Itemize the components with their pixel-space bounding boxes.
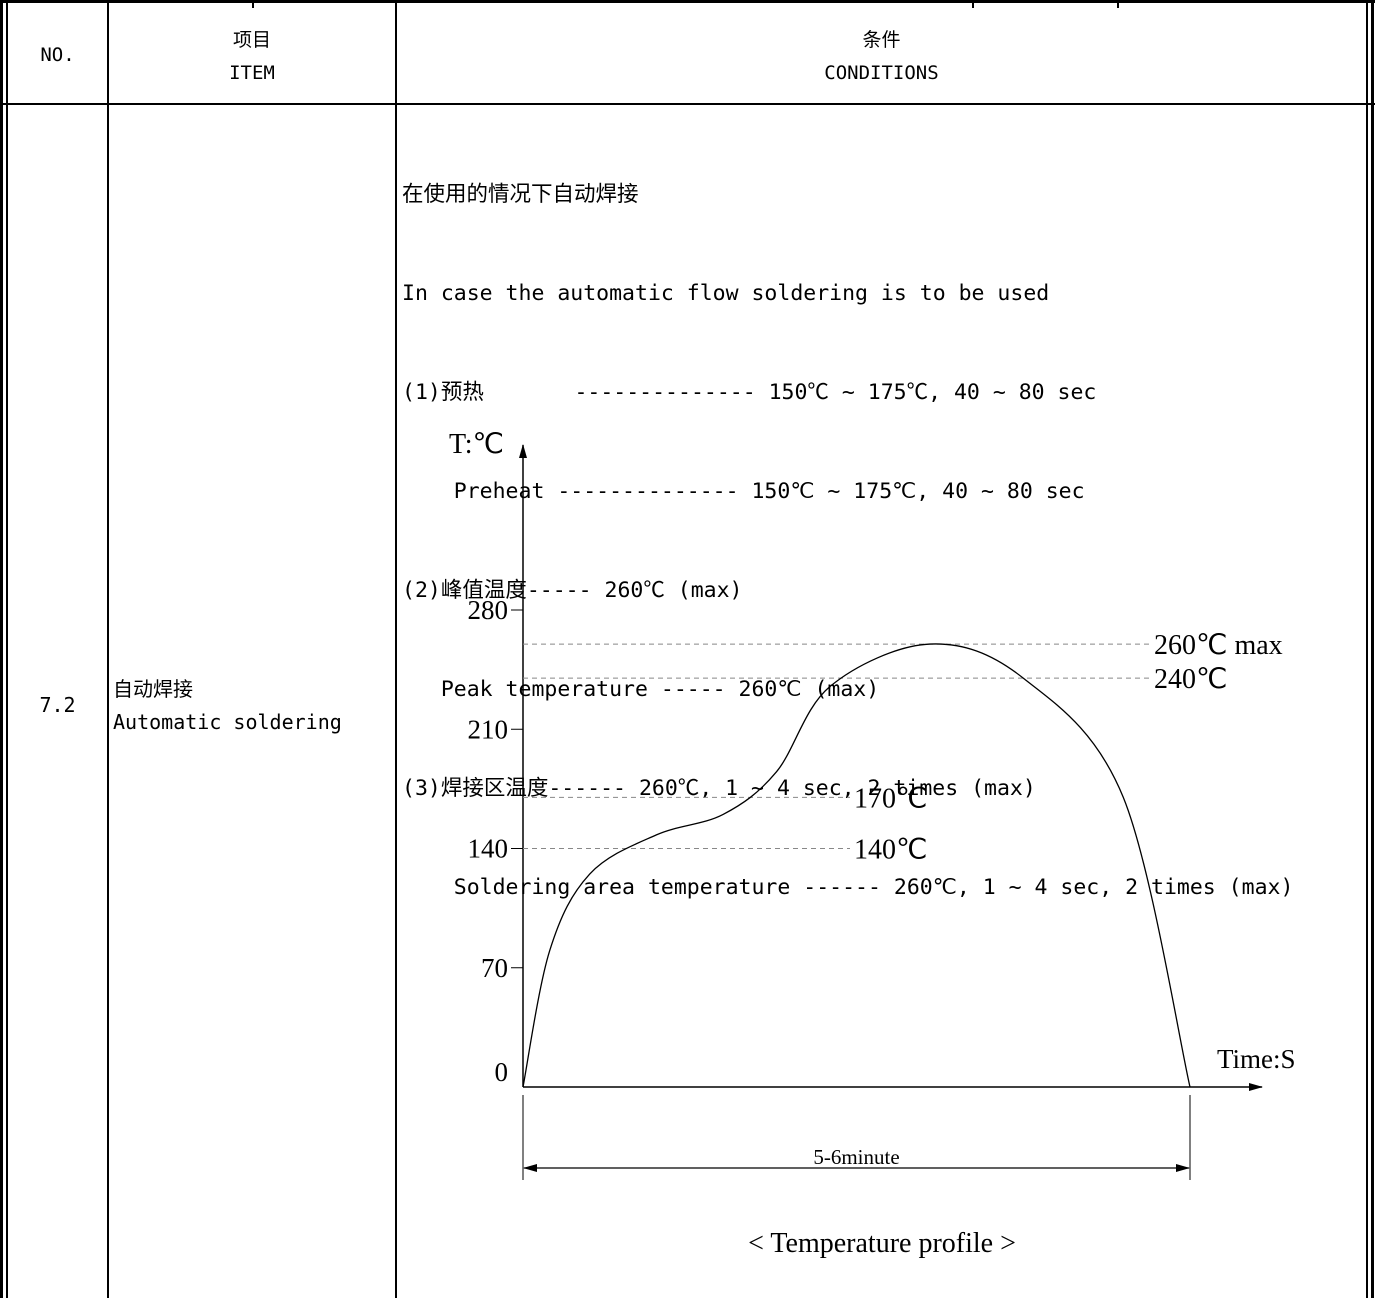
row-item-zh: 自动焊接 (113, 677, 193, 701)
y-axis-label: T:℃ (449, 429, 504, 460)
condition-line: (3)焊接区温度------ 260℃, 1 ~ 4 sec, 2 times … (402, 776, 1036, 801)
header-conditions-en: CONDITIONS (824, 62, 939, 84)
temperature-curve (522, 643, 1191, 1088)
reference-line-label: 140℃ (854, 835, 927, 866)
conditions-text: 在使用的情况下自动焊接 In case the automatic flow s… (402, 112, 1293, 937)
row-item-en: Automatic soldering (113, 710, 342, 734)
y-tick-label: 210 (468, 714, 509, 744)
table-tick-2 (972, 0, 974, 8)
header-item-en: ITEM (229, 62, 275, 84)
condition-line: (2)峰值温度----- 260℃ (max) (402, 578, 743, 603)
header-conditions-zh: 条件 (862, 29, 901, 51)
condition-line: Peak temperature ----- 260℃ (max) (402, 677, 880, 702)
table-border-top (0, 0, 1375, 3)
table-col-divider-1 (107, 0, 109, 1298)
table-border-left (0, 0, 3, 1298)
table-border-right (1366, 0, 1368, 1298)
row-number: 7.2 (39, 693, 76, 717)
y-tick-label: 140 (468, 834, 509, 864)
chart-caption: < Temperature profile > (748, 1228, 1016, 1259)
table-tick-3 (1117, 0, 1119, 8)
y-tick-label: 280 (468, 595, 509, 625)
condition-line: (1)预热 -------------- 150℃ ~ 175℃, 40 ~ 8… (402, 380, 1097, 405)
table-col-divider-2 (395, 0, 397, 1298)
condition-line: 在使用的情况下自动焊接 (402, 182, 639, 207)
table-tick-1 (252, 0, 254, 8)
table-header-divider (0, 103, 1375, 105)
reference-line-label: 170℃ (854, 783, 927, 814)
reference-line-label: 240℃ (1154, 664, 1227, 695)
table-border-right-outer (1371, 0, 1374, 1298)
condition-line: Preheat -------------- 150℃ ~ 175℃, 40 ~… (402, 479, 1085, 504)
x-axis-label: Time:S (1217, 1044, 1296, 1074)
condition-line: Soldering area temperature ------ 260℃, … (402, 875, 1294, 900)
duration-label: 5-6minute (813, 1145, 899, 1169)
header-item-zh: 项目 (232, 29, 271, 51)
reference-line-label: 260℃ max (1154, 630, 1283, 661)
header-no: NO. (40, 44, 75, 66)
table-border-left-inner (6, 0, 8, 1298)
y-tick-label: 0 (495, 1057, 509, 1087)
condition-line: In case the automatic flow soldering is … (402, 281, 1050, 306)
y-tick-label: 70 (481, 953, 508, 983)
